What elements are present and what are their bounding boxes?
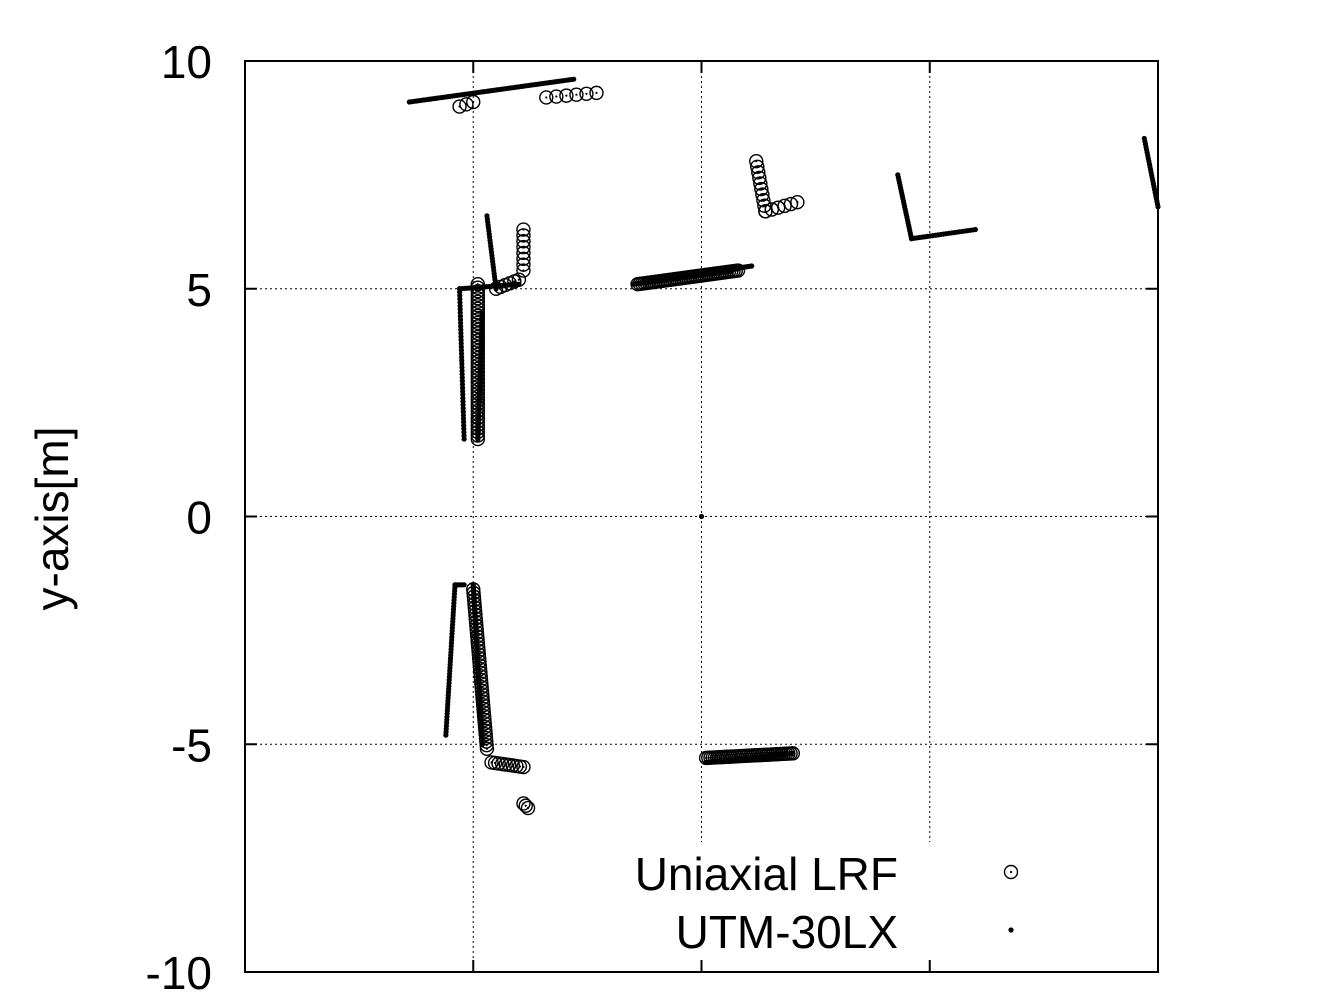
legend-circle-marker <box>1003 864 1019 880</box>
data-point-circle-center <box>565 94 568 97</box>
data-point-circle <box>783 196 799 212</box>
data-point-circle <box>516 222 531 237</box>
data-point-dot <box>493 286 499 292</box>
data-point-circle <box>755 187 770 202</box>
y-tick-label: 0 <box>186 492 212 544</box>
data-point-dot <box>516 281 522 287</box>
data-point-circle <box>539 90 554 105</box>
data-point-dot <box>972 226 979 233</box>
data-point-circle <box>790 195 805 210</box>
axis-ticks <box>244 60 1159 973</box>
data-point-circle-center <box>796 201 799 204</box>
data-point-circle-center <box>485 747 489 750</box>
data-point-dot <box>571 76 577 82</box>
data-point-circle-center <box>555 95 558 98</box>
data-point-circle <box>470 276 486 292</box>
legend-label-utm-30lx: UTM-30LX <box>676 906 898 958</box>
data-point-circle <box>516 796 531 811</box>
legend-label-uniaxial-lrf: Uniaxial LRF <box>635 848 898 900</box>
data-point-circle <box>452 99 467 114</box>
series-0 <box>452 85 805 816</box>
data-point-dot <box>698 513 705 520</box>
data-point-circle-center <box>518 765 522 768</box>
y-tick-label: -10 <box>146 947 212 999</box>
data-point-circle-center <box>526 806 530 810</box>
legend-marker-uniaxial-lrf <box>1003 864 1019 880</box>
data-point-circle-center <box>522 228 525 231</box>
data-point-circle <box>569 87 584 102</box>
data-point-circle <box>459 97 474 112</box>
data-point-circle <box>751 165 766 180</box>
y-tick-label: 10 <box>161 36 212 88</box>
y-tick-label: -5 <box>171 719 212 771</box>
data-point-circle <box>579 86 594 101</box>
data-point-circle-center <box>517 278 521 281</box>
data-point-circle-center <box>522 765 525 769</box>
data-point-circle <box>758 204 773 219</box>
data-point-circle-center <box>485 744 488 747</box>
legend-background <box>560 842 1156 970</box>
data-point-circle <box>777 198 792 214</box>
series-1 <box>406 76 1161 766</box>
data-point-circle <box>756 192 771 208</box>
y-tick-labels: -10 -5 0 5 10 <box>146 36 212 999</box>
data-point-circle <box>770 200 786 215</box>
data-point-circle <box>479 741 495 757</box>
legend-dot-marker <box>1008 927 1014 933</box>
y-tick-label: 5 <box>186 264 212 316</box>
data-point-circle-center <box>595 91 598 94</box>
data-point-circle <box>520 800 536 816</box>
data-point-circle <box>559 88 574 103</box>
data-point-dot <box>749 263 755 269</box>
data-point-circle-center <box>585 92 588 95</box>
data-point-circle <box>750 159 765 174</box>
data-point-circle <box>764 202 780 217</box>
data-point-dot <box>479 741 485 747</box>
data-point-circle <box>749 154 764 169</box>
data-point-dot <box>790 750 796 756</box>
data-point-dot <box>461 582 467 588</box>
data-point-circle <box>549 89 564 104</box>
data-point-circle <box>518 798 533 813</box>
data-point-circle <box>516 759 531 775</box>
legend-circle-marker-center <box>1009 870 1013 874</box>
data-point-circle <box>753 176 768 191</box>
legend-marker-utm-30lx <box>1008 927 1014 933</box>
data-point-circle-center <box>476 283 479 286</box>
data-point-dot <box>479 308 485 315</box>
data-point-circle-center <box>458 105 461 108</box>
legend: Uniaxial LRF UTM-30LX <box>635 848 1019 958</box>
y-axis-label: y-axis[m] <box>26 427 78 611</box>
data-point-circle <box>757 198 772 213</box>
data-point-circle <box>752 170 767 186</box>
data-point-circle-center <box>545 96 548 99</box>
data-point-circle-center <box>575 93 578 96</box>
data-point-circle-center <box>524 804 527 807</box>
data-points <box>406 76 1161 816</box>
data-point-circle <box>754 181 769 197</box>
data-point-circle <box>589 85 604 101</box>
